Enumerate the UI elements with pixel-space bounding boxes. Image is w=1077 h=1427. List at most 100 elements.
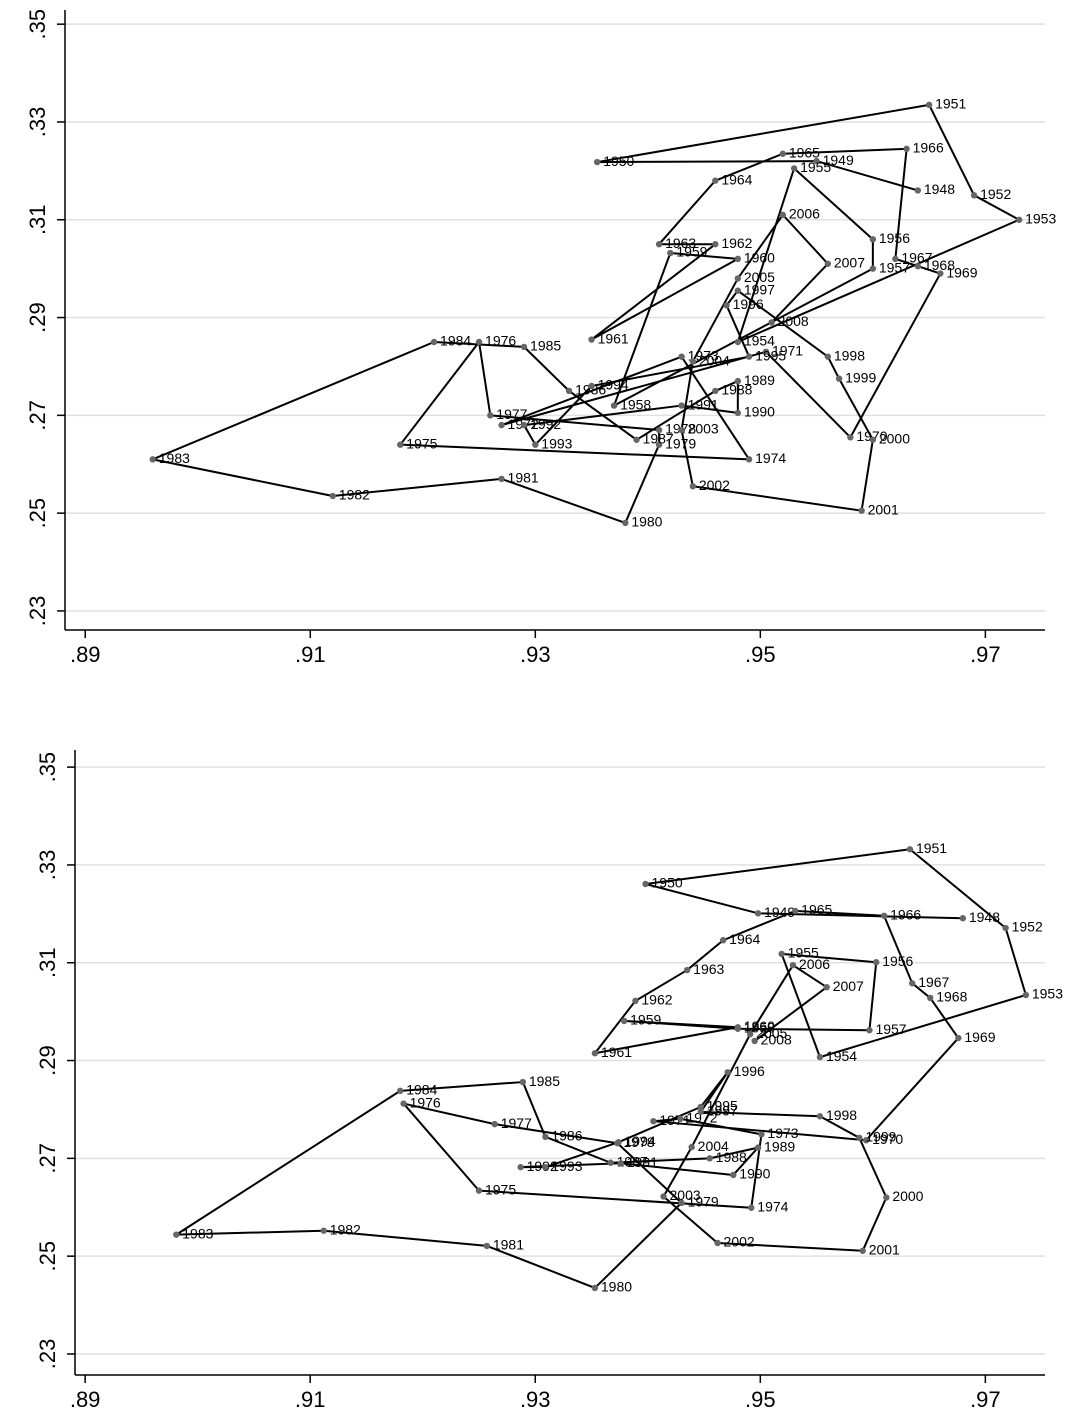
- point-label: 2004: [699, 352, 730, 368]
- x-tick-label: .89: [70, 1387, 101, 1412]
- data-point: [873, 959, 880, 966]
- point-label: 1986: [575, 382, 606, 398]
- y-tick-label: .25: [25, 498, 50, 529]
- data-point: [858, 507, 865, 514]
- data-point: [734, 255, 742, 263]
- data-point: [655, 241, 663, 248]
- data-point: [816, 1053, 824, 1061]
- point-label: 1982: [339, 487, 370, 503]
- point-label: 1975: [406, 435, 437, 451]
- point-label: 1990: [744, 404, 775, 420]
- data-point: [768, 319, 775, 326]
- point-label: 1955: [800, 159, 831, 175]
- data-point: [617, 1160, 624, 1167]
- point-label: 1955: [788, 945, 819, 961]
- point-label: 1994: [598, 377, 629, 393]
- data-point: [866, 1027, 873, 1034]
- point-label: 1956: [879, 230, 910, 246]
- x-tick-label: .95: [745, 1387, 776, 1412]
- point-label: 1958: [620, 396, 651, 412]
- point-label: 1973: [688, 347, 719, 363]
- data-point: [149, 456, 156, 463]
- data-point: [869, 436, 877, 443]
- data-point: [591, 1284, 599, 1292]
- data-point: [677, 1115, 684, 1122]
- point-label: 1976: [485, 333, 516, 349]
- data-point: [697, 1103, 704, 1111]
- point-label: 1984: [406, 1082, 437, 1098]
- point-label: 1983: [182, 1225, 213, 1241]
- data-point: [754, 910, 762, 917]
- point-label: 1959: [630, 1012, 661, 1028]
- point-label: 2001: [868, 501, 899, 517]
- data-point: [688, 1143, 695, 1151]
- point-label: 1973: [767, 1125, 798, 1141]
- point-label: 1960: [744, 1018, 775, 1034]
- point-label: 2000: [892, 1188, 923, 1204]
- data-point: [789, 961, 797, 969]
- point-label: 1979: [688, 1194, 719, 1210]
- point-label: 1996: [734, 1063, 765, 1079]
- y-tick-label: .33: [35, 850, 60, 881]
- data-point: [678, 353, 685, 360]
- data-point: [498, 475, 505, 483]
- point-label: 1966: [890, 906, 921, 922]
- data-point: [532, 441, 539, 448]
- x-tick-label: .91: [295, 642, 326, 667]
- point-label: 1948: [924, 181, 955, 197]
- point-label: 1967: [901, 250, 932, 266]
- point-label: 1992: [530, 416, 561, 432]
- data-line: [151, 103, 1021, 524]
- y-tick-label: .29: [25, 302, 50, 333]
- data-point: [1015, 216, 1023, 223]
- data-point: [730, 1171, 737, 1179]
- data-point: [520, 421, 528, 429]
- point-label: 1949: [823, 152, 854, 168]
- y-tick-label: .25: [35, 1241, 60, 1272]
- data-point: [779, 211, 787, 219]
- data-point: [517, 1163, 524, 1171]
- point-label: 1963: [665, 235, 696, 251]
- data-point: [642, 880, 649, 888]
- data-point: [754, 1144, 762, 1151]
- point-label: 2006: [789, 206, 820, 222]
- point-label: 1983: [159, 450, 190, 466]
- data-point: [745, 353, 753, 360]
- data-point: [655, 426, 663, 434]
- data-point: [565, 387, 573, 395]
- y-tick-label: .23: [35, 1339, 60, 1370]
- data-point: [400, 1100, 407, 1107]
- data-point: [655, 441, 663, 448]
- point-label: 1970: [856, 428, 887, 444]
- data-point: [824, 260, 832, 267]
- data-point: [758, 1131, 765, 1138]
- data-point: [491, 1120, 498, 1128]
- data-point: [542, 1133, 549, 1141]
- data-point: [683, 966, 691, 974]
- point-label: 1964: [729, 931, 760, 947]
- point-label: 1987: [617, 1153, 648, 1169]
- point-label: 1953: [1025, 210, 1056, 226]
- point-label: 1969: [964, 1029, 995, 1045]
- point-label: 1954: [744, 333, 775, 349]
- point-label: 1982: [330, 1221, 361, 1237]
- data-point: [937, 270, 944, 277]
- y-tick-label: .27: [25, 400, 50, 431]
- data-point: [320, 1227, 327, 1234]
- data-point: [970, 192, 978, 199]
- data-point: [607, 1159, 614, 1166]
- data-point: [689, 358, 697, 365]
- point-label: 1957: [875, 1021, 906, 1037]
- point-label: 1953: [1032, 986, 1063, 1002]
- data-point: [588, 336, 595, 343]
- point-label: 1951: [916, 840, 947, 856]
- point-label: 2002: [699, 477, 730, 493]
- data-point: [660, 1193, 667, 1200]
- data-point: [712, 387, 719, 395]
- point-label: 1996: [733, 296, 764, 312]
- point-label: 1980: [631, 514, 662, 530]
- data-point: [762, 348, 770, 355]
- point-label: 1950: [603, 153, 634, 169]
- data-point: [667, 249, 674, 257]
